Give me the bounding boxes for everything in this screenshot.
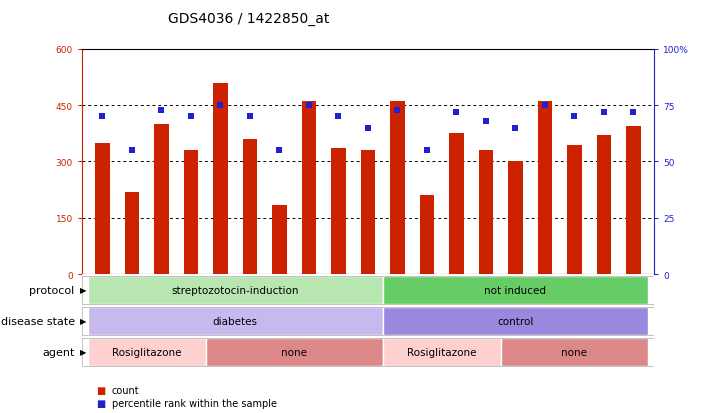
Bar [242,140,257,275]
Bar [154,125,169,275]
Text: ▶: ▶ [80,286,86,294]
Text: diabetes: diabetes [213,316,257,326]
Text: none: none [281,347,307,357]
Text: not induced: not induced [484,285,547,295]
Bar [449,134,464,275]
Bar [508,162,523,275]
Text: agent: agent [42,347,75,357]
Text: Rosiglitazone: Rosiglitazone [112,347,181,357]
Bar [331,149,346,275]
Bar [501,338,648,366]
Text: count: count [112,385,139,395]
Bar [87,276,383,304]
Text: protocol: protocol [29,285,75,295]
Bar [626,126,641,275]
Text: disease state: disease state [1,316,75,326]
Text: percentile rank within the sample: percentile rank within the sample [112,398,277,408]
Text: streptozotocin-induction: streptozotocin-induction [171,285,299,295]
Bar [301,102,316,275]
Bar [567,145,582,275]
Bar [390,102,405,275]
Text: ▶: ▶ [80,348,86,356]
Text: GDS4036 / 1422850_at: GDS4036 / 1422850_at [169,12,329,26]
Text: Rosiglitazone: Rosiglitazone [407,347,476,357]
Bar [87,338,205,366]
Bar [87,307,383,335]
Bar [213,83,228,275]
Bar [479,151,493,275]
Bar [597,136,611,275]
Bar [419,196,434,275]
Bar [272,205,287,275]
Bar [95,143,109,275]
Text: ▶: ▶ [80,317,86,325]
Text: ■: ■ [96,398,105,408]
Bar [383,338,501,366]
Bar [183,151,198,275]
Bar [383,276,648,304]
Bar [360,151,375,275]
Text: ■: ■ [96,385,105,395]
Bar [383,307,648,335]
Text: none: none [562,347,587,357]
Bar [205,338,383,366]
Bar [124,192,139,275]
Text: control: control [497,316,534,326]
Bar [538,102,552,275]
